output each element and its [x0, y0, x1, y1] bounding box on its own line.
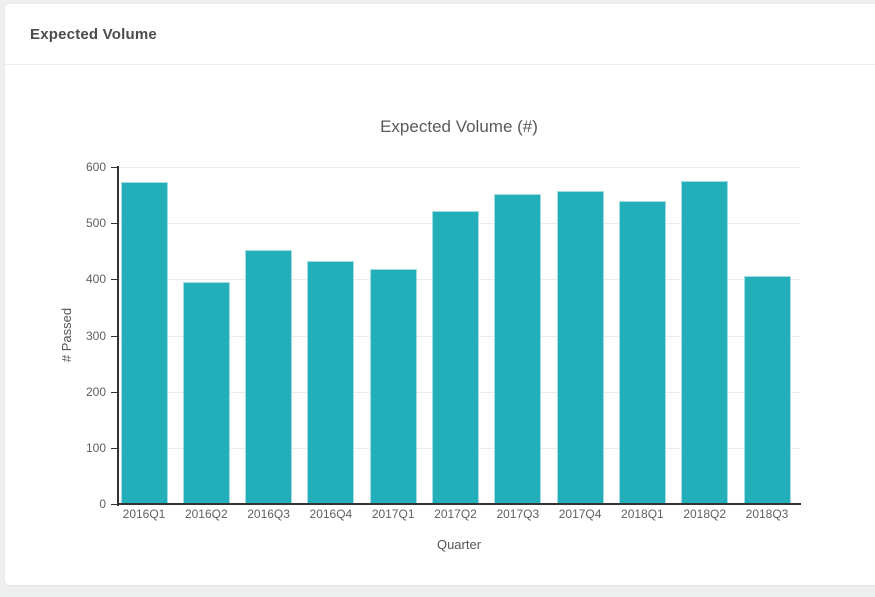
y-tick-label: 500	[85, 216, 106, 231]
x-tick-label: 2016Q3	[247, 507, 290, 521]
x-tick-label: 2016Q2	[184, 507, 228, 521]
y-tick	[111, 504, 117, 505]
bar[interactable]	[494, 193, 542, 504]
y-tick	[111, 447, 117, 449]
grid-line	[118, 167, 800, 168]
x-tick-label: 2017Q3	[496, 507, 540, 521]
y-tick-label: 0	[99, 497, 106, 511]
y-tick	[111, 279, 117, 281]
bar[interactable]	[307, 260, 355, 504]
y-tick	[111, 167, 117, 168]
x-axis-line	[117, 503, 801, 505]
x-axis-title: Quarter	[436, 537, 482, 552]
bar[interactable]	[245, 250, 293, 504]
panel-header: Expected Volume	[5, 4, 875, 65]
bar[interactable]	[432, 211, 479, 504]
x-tick-label: 2017Q4	[558, 507, 602, 521]
y-tick-label: 100	[85, 440, 106, 455]
y-tick	[111, 391, 117, 393]
bar[interactable]	[182, 282, 230, 504]
y-tick	[111, 223, 117, 225]
bar[interactable]	[618, 201, 666, 504]
bar[interactable]	[120, 181, 168, 504]
bar[interactable]	[743, 275, 791, 504]
y-tick-label: 400	[85, 272, 106, 287]
bar[interactable]	[681, 181, 729, 504]
y-tick-label: 600	[85, 160, 106, 174]
bar[interactable]	[369, 269, 417, 504]
y-axis-line	[117, 166, 119, 506]
x-tick-label: 2018Q3	[745, 507, 789, 521]
chart-title: Expected Volume (#)	[380, 117, 538, 136]
y-tick	[111, 335, 117, 337]
x-tick-label: 2017Q2	[434, 507, 477, 521]
y-tick-label: 300	[85, 328, 106, 343]
panel-title: Expected Volume	[30, 26, 157, 43]
bar[interactable]	[556, 190, 604, 504]
y-tick-label: 200	[85, 384, 106, 399]
x-tick-label: 2017Q1	[371, 507, 415, 521]
x-tick-label: 2018Q1	[621, 507, 664, 521]
x-tick-label: 2016Q4	[309, 507, 353, 521]
x-tick-label: 2016Q1	[122, 507, 166, 521]
x-tick-label: 2018Q2	[683, 507, 727, 521]
